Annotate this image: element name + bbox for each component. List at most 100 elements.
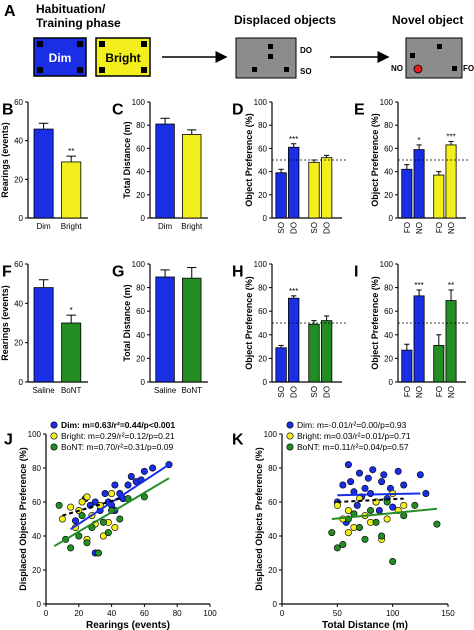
scatter-point-dim <box>394 467 402 475</box>
legend-label-bright: Bright: m=0.03/r²=0.01/p=0.71 <box>297 431 411 441</box>
x-tick-label: Saline <box>154 386 177 395</box>
x-tick-label: DO <box>323 222 332 234</box>
scatter-point-bont <box>99 518 107 526</box>
panel-letter-k: K <box>232 431 244 448</box>
scatter-point-dim <box>124 481 132 489</box>
bright-arena-cue <box>141 67 147 73</box>
y-tick-label: 40 <box>14 137 23 146</box>
x-tick-label: DO <box>323 386 332 398</box>
scatter-point-dim <box>91 498 99 506</box>
y-tick-label: 100 <box>28 430 42 439</box>
y-tick-label: 0 <box>273 600 278 609</box>
legend-marker-dim <box>286 421 294 429</box>
scatter-point-dim <box>344 461 352 469</box>
bright-arena-label: Bright <box>105 51 140 65</box>
y-tick-label: 60 <box>32 498 41 507</box>
y-axis-label: Displaced Objects Preference (%) <box>254 447 264 591</box>
panel-letter-a: A <box>4 3 16 20</box>
y-tick-label: 0 <box>389 378 394 387</box>
y-axis-label: Rearings (events) <box>0 122 10 198</box>
scatter-point-bont <box>116 515 124 523</box>
scatter-point-dim <box>140 467 148 475</box>
significance-marker: *** <box>289 287 298 296</box>
x-tick-label: 50 <box>333 609 342 618</box>
panel-g-chart: G 0 20 40 60 80 100 Total Distance (m) Saline BoN… <box>112 260 208 395</box>
scatter-point-bright <box>99 532 107 540</box>
scatter-point-bont <box>83 539 91 547</box>
y-tick-label: 40 <box>136 168 145 177</box>
panel-letter-g: G <box>112 263 124 280</box>
y-tick-label: 40 <box>136 331 145 340</box>
scatter-point-bont <box>361 535 369 543</box>
y-tick-label: 20 <box>136 191 145 200</box>
x-tick-label: NO <box>447 386 456 398</box>
dim-arena-cue <box>77 41 83 47</box>
training-title-line2: Training phase <box>36 16 121 30</box>
scatter-point-dim <box>380 471 388 479</box>
y-axis-label: Object Preference (%) <box>244 276 254 370</box>
scatter-point-dim <box>364 474 372 482</box>
x-tick-label: Saline <box>32 386 55 395</box>
x-tick-label: SO <box>310 222 319 234</box>
bar <box>61 322 82 383</box>
significance-marker: ** <box>448 281 454 290</box>
scatter-point-dim <box>389 503 397 511</box>
y-tick-label: 80 <box>384 284 393 293</box>
fit-line-bont <box>331 507 438 520</box>
y-tick-label: 60 <box>258 144 267 153</box>
scatter-point-bont <box>372 518 380 526</box>
scatter-point-bright <box>67 503 75 511</box>
y-axis-label: Object Preference (%) <box>370 113 380 207</box>
fit-line-dim <box>70 463 170 531</box>
bar <box>308 323 320 383</box>
bar <box>288 146 300 219</box>
displaced-object <box>252 67 257 72</box>
y-tick-label: 0 <box>37 600 42 609</box>
bar <box>182 134 202 219</box>
y-tick-label: 80 <box>136 121 145 130</box>
bright-arena-cue <box>141 41 147 47</box>
scatter-point-dim <box>400 481 408 489</box>
fit-line-bont <box>53 477 170 548</box>
legend-marker-bright <box>286 432 294 440</box>
y-tick-label: 0 <box>19 214 24 223</box>
scatter-point-bont <box>389 557 397 565</box>
y-tick-label: 60 <box>268 498 277 507</box>
fit-line-bright <box>62 497 121 517</box>
displaced-title: Displaced objects <box>234 13 336 27</box>
bar <box>275 172 287 219</box>
scatter-point-dim <box>339 481 347 489</box>
bar <box>288 297 300 383</box>
x-tick-label: SO <box>277 386 286 398</box>
legend-label-dim: Dim: m=0.63/r²=0.44/p<0.001 <box>61 420 175 430</box>
scatter-point-bright <box>83 493 91 501</box>
scatter-point-dim <box>416 471 424 479</box>
scatter-point-bont <box>75 532 83 540</box>
y-axis-label: Object Preference (%) <box>244 113 254 207</box>
legend-label-dim: Dim: m=-0.01/r²=0.00/p=0.93 <box>297 420 407 430</box>
panel-letter-i: I <box>354 263 358 280</box>
significance-marker: *** <box>414 281 423 290</box>
x-tick-label: 20 <box>74 609 83 618</box>
scatter-point-dim <box>111 481 119 489</box>
displaced-object <box>268 44 273 49</box>
y-tick-label: 20 <box>136 354 145 363</box>
scatter-point-bont <box>378 532 386 540</box>
scatter-point-bont <box>78 512 86 520</box>
scatter-point-dim <box>378 478 386 486</box>
bar <box>61 161 82 219</box>
bar <box>182 277 202 383</box>
panel-letter-c: C <box>112 101 124 118</box>
y-tick-label: 80 <box>258 121 267 130</box>
bar <box>445 300 457 383</box>
x-tick-label: 150 <box>441 609 455 618</box>
bar <box>413 295 425 383</box>
scatter-point-bright <box>383 515 391 523</box>
novel-title: Novel object <box>392 13 463 27</box>
legend-label-bont: BoNT: m=0.11/r²=0.04/p=0.57 <box>297 442 409 452</box>
legend-label-bont: BoNT: m=0.70/r²=0.31/p=0.09 <box>61 442 173 452</box>
